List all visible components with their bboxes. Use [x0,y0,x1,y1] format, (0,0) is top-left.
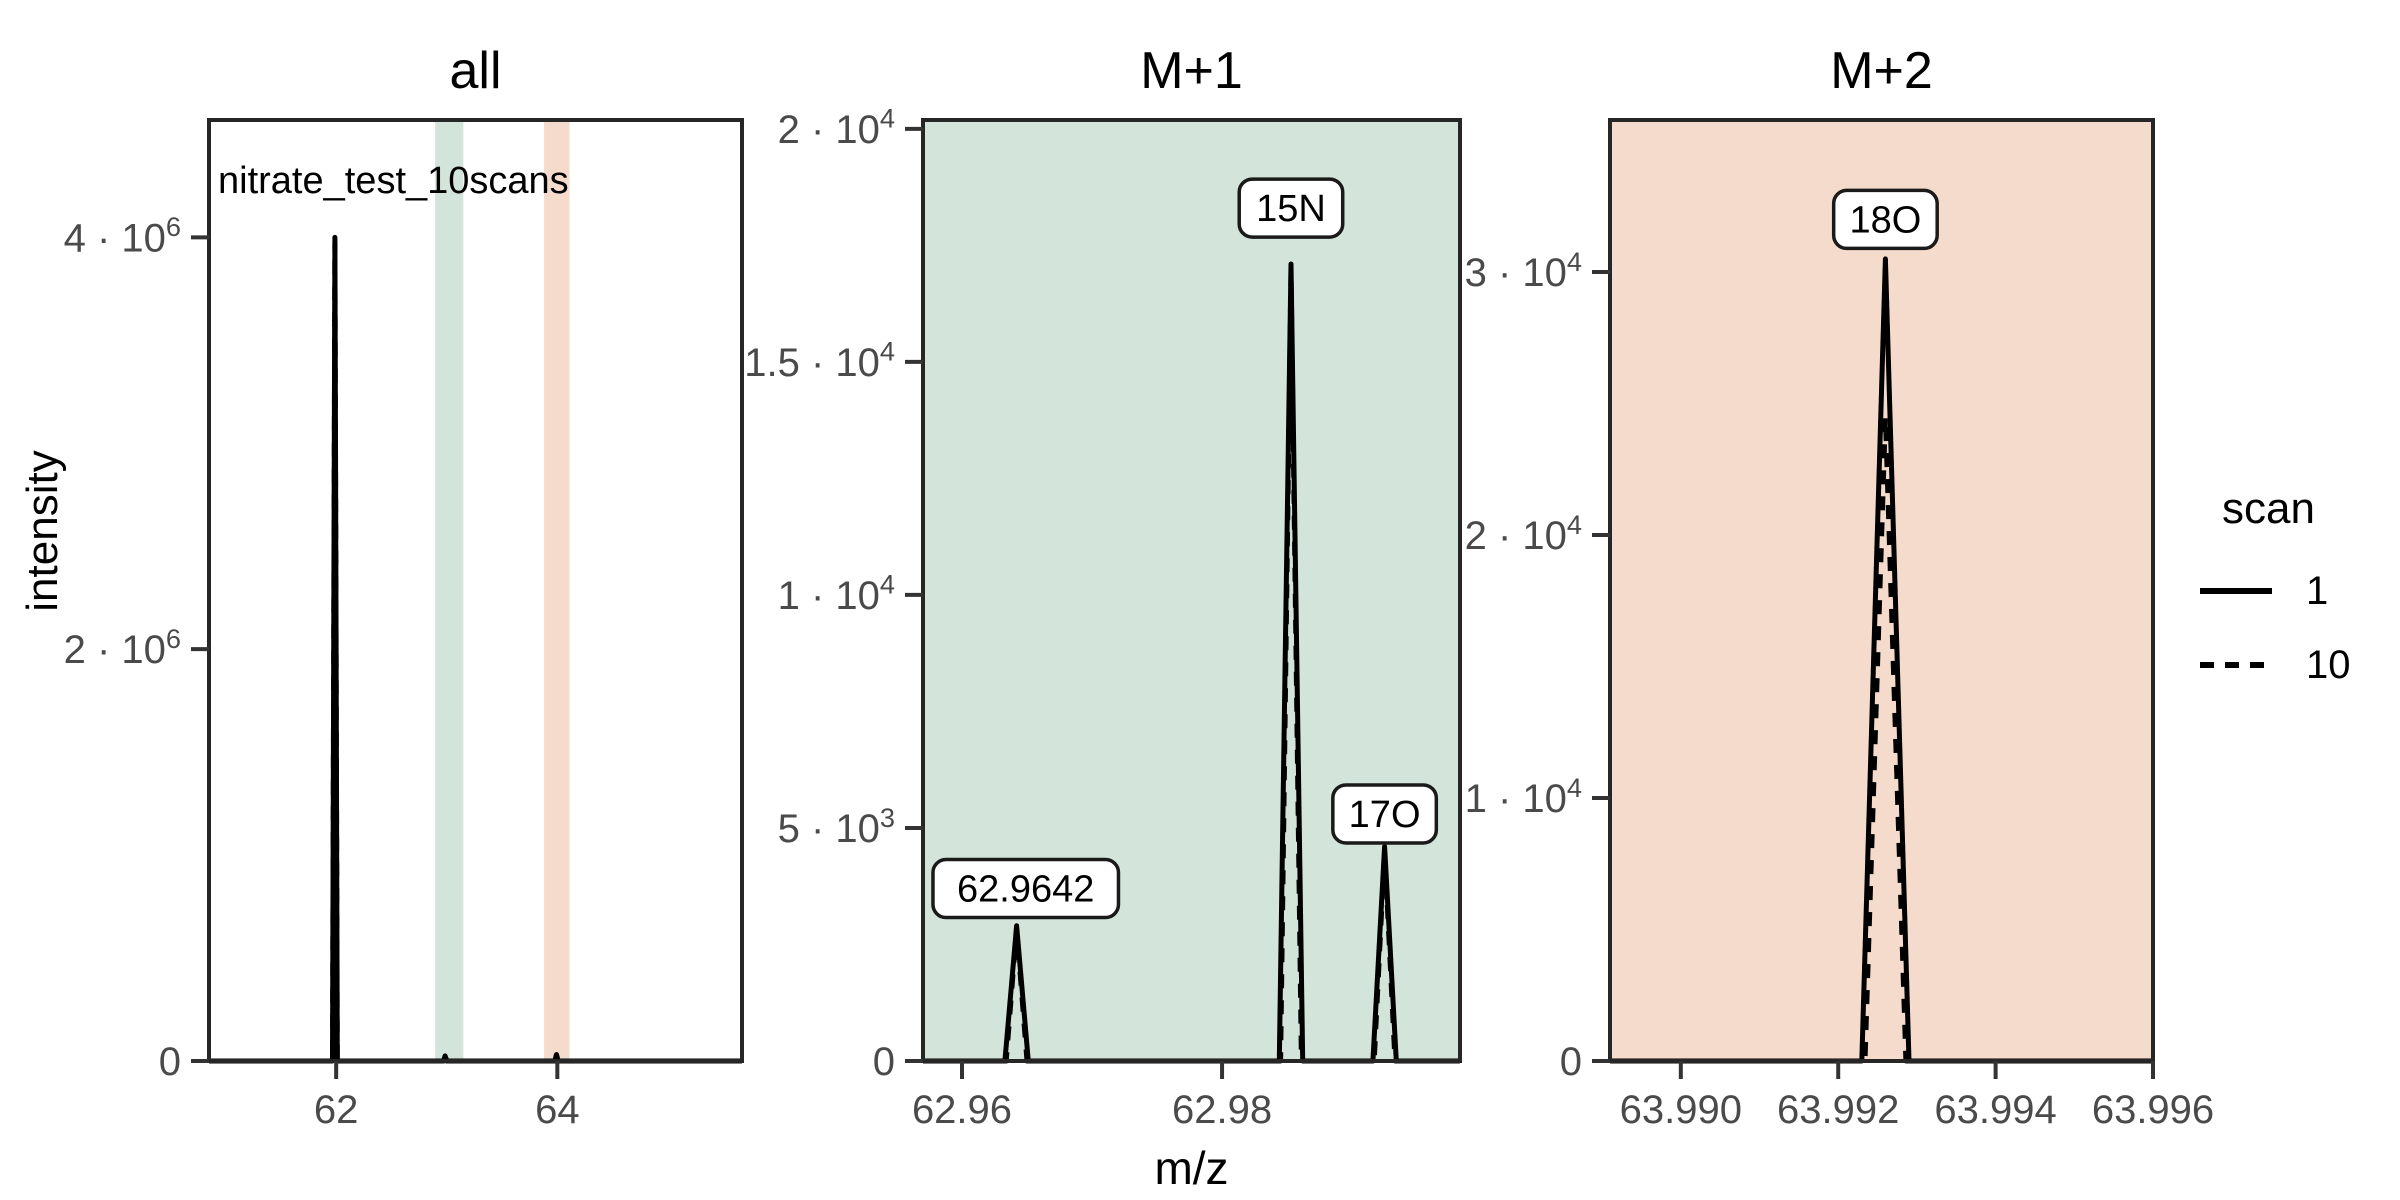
panel-border [1608,118,2155,1063]
y-tick-label: 2 · 104 [778,103,895,152]
y-tick-label: 2 · 106 [64,623,181,672]
x-tick-label: 63.992 [1777,1088,1899,1132]
x-tick-label: 63.994 [1934,1088,2056,1132]
x-tick-label: 63.990 [1620,1088,1742,1132]
peak-label-text: 15N [1256,188,1326,230]
y-tick-label: 1.5 · 104 [744,336,895,385]
legend-item-scan-1: 1 [2196,568,2396,614]
dataset-annotation: nitrate_test_10scans [218,160,569,202]
panel-title-m2: M+2 [1830,42,1933,100]
spectrum-line-scan-1 [923,261,1460,1064]
panel-border [207,118,744,1063]
peak-label-box [1237,177,1345,239]
x-tick-label: 62 [314,1088,359,1132]
legend: scan 1 10 [2196,484,2396,716]
x-tick-label: 63.996 [2092,1088,2214,1132]
y-tick-label: 0 [873,1040,895,1084]
peak-label-text: 18O [1850,199,1922,241]
y-axis-title: intensity [18,450,67,612]
dashed-line-key [2200,662,2272,668]
legend-item-label: 10 [2306,642,2351,687]
peak-label-text: 62.9642 [957,869,1094,911]
x-tick-label: 64 [535,1088,580,1132]
y-tick-label: 1 · 104 [1465,772,1582,821]
legend-item-scan-10: 10 [2196,642,2396,688]
y-tick-label: 5 · 103 [778,802,895,851]
x-axis-title: m/z [1154,1142,1229,1194]
solid-line-key [2200,588,2272,594]
x-tick-label: 62.98 [1172,1088,1272,1132]
panel-background [209,120,742,1061]
peak-label-box [931,857,1121,920]
peak-label-box [1331,783,1439,845]
peak-label-box [1831,188,1939,251]
panel-title-all: all [449,42,502,100]
y-tick-label: 0 [1560,1040,1582,1084]
band-m2-window [544,120,570,1061]
y-tick-label: 3 · 104 [1465,246,1582,295]
band-m1-window [435,120,464,1061]
peak-label-text: 17O [1349,794,1421,836]
panel-title-m1: M+1 [1140,42,1243,100]
legend-title: scan [2222,484,2315,533]
y-tick-label: 2 · 104 [1465,509,1582,558]
legend-item-label: 1 [2306,568,2329,613]
spectrum-line-scan-1 [209,234,742,1064]
y-tick-label: 4 · 106 [64,211,181,260]
panel-background [1610,120,2153,1061]
x-tick-label: 62.96 [912,1088,1012,1132]
y-tick-label: 1 · 104 [778,569,895,618]
panel-border [921,118,1462,1063]
y-tick-label: 0 [159,1040,181,1084]
